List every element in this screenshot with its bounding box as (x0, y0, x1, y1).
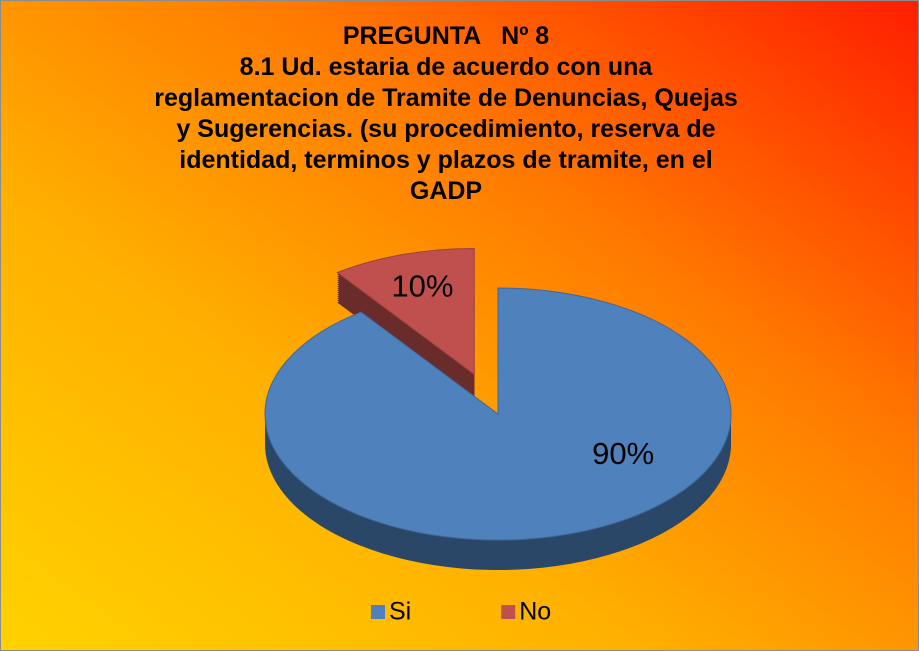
titles: PREGUNTA Nº 8 8.1 Ud. estaria de acuerdo… (151, 21, 741, 207)
legend-swatch (501, 605, 516, 619)
chart-subtitle: 8.1 Ud. estaria de acuerdo con una regla… (154, 53, 745, 205)
slice (264, 287, 732, 541)
chart-title: PREGUNTA Nº 8 (342, 22, 550, 50)
data-label: 10% (391, 268, 453, 303)
legend-label: No (519, 598, 551, 626)
legend-swatch (371, 605, 385, 619)
data-label: 90% (592, 436, 654, 471)
legend-label: Si (389, 598, 411, 626)
slice (336, 247, 475, 376)
